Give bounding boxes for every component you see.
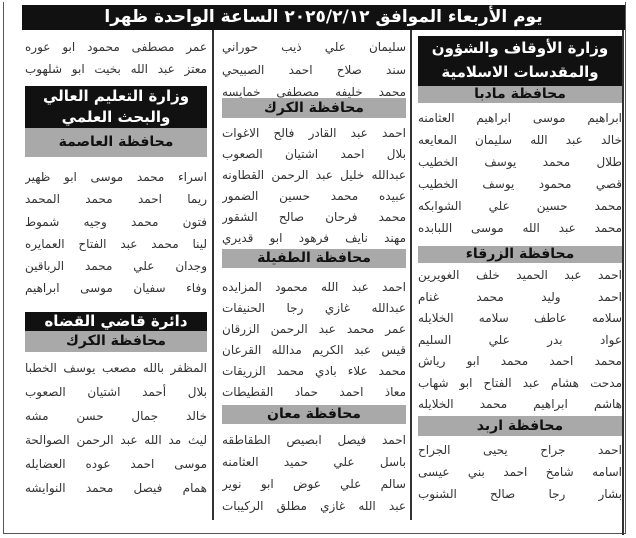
name-list: المظفر بالله مصعب يوسف الخطبا بلال أحمد ا… <box>25 356 207 500</box>
name-line: عبد الله غازي مطلق الركيبات <box>222 499 406 513</box>
name-line: مهند نايف فرهود ابو قديري <box>222 231 406 245</box>
name-line: اسامه شامخ احمد بني عيسى <box>418 465 622 479</box>
name-line: سليمان علي ذيب حوراني <box>222 40 406 54</box>
name-line: عواد بدر علي السليم <box>418 332 622 347</box>
name-line: لينا محمد عبد الفتاح العمايره <box>25 236 207 251</box>
name-line: محمد احمد محمد ابو رياش <box>418 354 622 368</box>
name-list: عمر مصطفى محمود ابو عوره معتز عبد الله بخ… <box>25 36 207 80</box>
name-line: عبدالله خليل عبد الرحمن القطاونه <box>222 168 406 182</box>
name-line: معتز عبد الله بخيت ابو شلهوب <box>25 62 207 76</box>
department-heading: دائرة قاضي القضاه <box>25 312 207 331</box>
name-line: فتون محمد وجيه شموط <box>25 214 207 229</box>
name-list: ابراهيم موسى ابراهيم العثامنه خالد عبد ال… <box>418 107 622 239</box>
name-line: مدحت هشام عبد الفتاح ابو شهاب <box>418 375 622 390</box>
name-list: احمد جراح يحيى الجراح اسامه شامخ احمد بني… <box>418 439 622 505</box>
column-left: عمر مصطفى محمود ابو عوره معتز عبد الله بخ… <box>25 0 207 538</box>
ministry-heading: وزارة التعليم العالي والبحث العلمي <box>25 86 207 128</box>
name-line: وجدان علي محمد الرباقين <box>25 259 207 274</box>
name-line: خالد عبد الله سليمان المعايعه <box>418 133 622 147</box>
name-list: احمد عبد القادر فالح الاغوات بلال احمد اش… <box>222 123 406 249</box>
name-line: بلال احمد اشتيان الصعوب <box>222 147 406 161</box>
name-line: وفاء سفيان موسى ابراهيم <box>25 281 207 296</box>
name-line: محمد فرحان صالح الشقور <box>222 210 406 224</box>
name-line: همام فيصل محمد النوايشه <box>25 481 207 495</box>
column-divider <box>212 30 214 520</box>
name-line: عمر مصطفى محمود ابو عوره <box>25 40 207 54</box>
governorate-heading: محافظة معان <box>222 405 406 424</box>
governorate-heading: محافظة مادبا <box>418 86 622 103</box>
name-line: باسل علي حميد العثامنه <box>222 455 406 469</box>
name-line: قيس عبد الكريم مدالله القرعان <box>222 343 406 357</box>
name-list: احمد عبد الحميد خلف الغويرين احمد وليد مح… <box>418 265 622 416</box>
column-middle: سليمان علي ذيب حوراني سند صلاح احمد الصبي… <box>222 0 406 538</box>
name-line: احمد عبد الله محمود المزايده <box>222 280 406 294</box>
governorate-heading: محافظة اربد <box>418 416 622 436</box>
name-line: عمر محمد عبد الرحمن الزرقان <box>222 322 406 336</box>
name-line: طلال محمد يوسف الخطيب <box>418 155 622 169</box>
governorate-heading: محافظة الكرك <box>25 331 207 352</box>
governorate-heading: محافظة العاصمة <box>25 128 207 157</box>
name-line: احمد جراح يحيى الجراح <box>418 443 622 457</box>
governorate-heading: محافظة الطفيلة <box>222 249 406 268</box>
name-line: معاذ احمد حماد القطيطات <box>222 385 406 399</box>
name-line: احمد وليد محمد غنام <box>418 289 622 304</box>
governorate-heading: محافظة الكرك <box>222 98 406 118</box>
name-line: محمد حسين علي الشوابكه <box>418 199 622 213</box>
name-line: موسى احمد عوده العضايله <box>25 457 207 471</box>
name-line: محمد عبد الله موسى اللبابده <box>418 221 622 235</box>
name-line: ليث مد الله عبد الرحمن الصوالحة <box>25 433 207 447</box>
name-line: محمد علاء بادي محمد الزريقات <box>222 364 406 378</box>
name-line: اسراء محمد موسى ابو ظهير <box>25 170 207 184</box>
name-line: ريما احمد محمد المحمد <box>25 192 207 207</box>
name-line: ابراهيم موسى ابراهيم العثامنه <box>418 111 622 125</box>
name-line: قصي محمود يوسف الخطيب <box>418 177 622 191</box>
page-title: يوم الأربعاء الموافق ٢٠٢٥/٢/١٢ الساعة ال… <box>22 5 625 30</box>
column-divider <box>410 30 412 520</box>
name-list: احمد فيصل ابصيص الطقاطقه باسل علي حميد ال… <box>222 429 406 517</box>
name-list: سليمان علي ذيب حوراني سند صلاح احمد الصبي… <box>222 36 406 104</box>
name-line: احمد عبد القادر فالح الاغوات <box>222 126 406 140</box>
name-line: بشار رجا صالح الشنوب <box>418 487 622 501</box>
name-list: اسراء محمد موسى ابو ظهير ريما احمد محمد ا… <box>25 166 207 300</box>
column-right: وزارة الأوقاف والشؤون والمقدسات الاسلامي… <box>418 0 622 538</box>
page-frame <box>3 2 626 534</box>
name-line: احمد فيصل ابصيص الطقاطقه <box>222 433 406 447</box>
name-line: احمد عبد الحميد خلف الغويرين <box>418 268 622 282</box>
name-line: المظفر بالله مصعب يوسف الخطبا <box>25 361 207 375</box>
name-line: خالد جمال حسن مشه <box>25 409 207 423</box>
name-line: سالم علي عوض ابو نوير <box>222 477 406 491</box>
name-line: بلال أحمد اشتيان الصعوب <box>25 385 207 399</box>
ministry-heading: وزارة الأوقاف والشؤون والمقدسات الاسلامي… <box>418 36 622 86</box>
column-divider <box>622 30 624 535</box>
name-line: محمد خليفه مصطفى خمايسه <box>222 85 406 99</box>
name-line: عبيده محمد حسين الضمور <box>222 189 406 203</box>
name-line: سند صلاح احمد الصبيحي <box>222 62 406 77</box>
name-list: احمد عبد الله محمود المزايده عبدالله غازي… <box>222 277 406 403</box>
name-line: هاشم ابراهيم محمد الخلايله <box>418 397 622 411</box>
name-line: عبدالله غازي رجا الحنيفات <box>222 301 406 315</box>
name-line: سلامه عاطف سلامه الخلايله <box>418 311 622 325</box>
governorate-heading: محافظة الزرقاء <box>418 246 622 263</box>
